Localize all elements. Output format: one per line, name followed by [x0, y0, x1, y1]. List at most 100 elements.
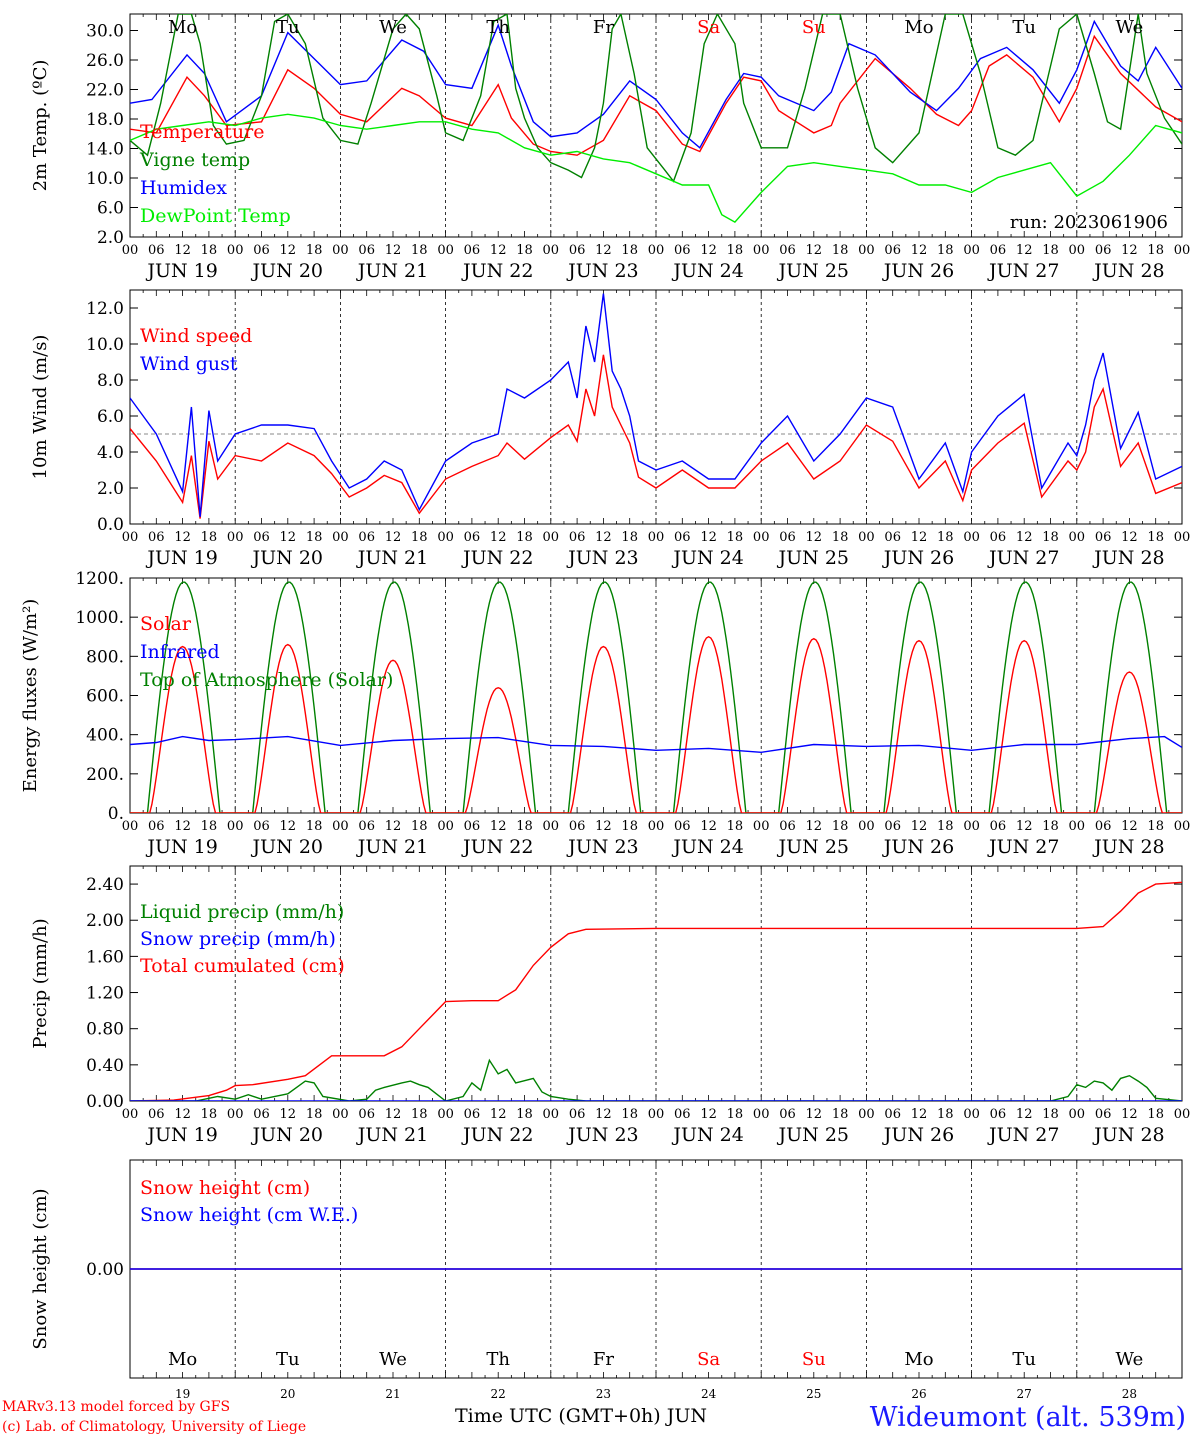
x-day-label: JUN 22: [461, 1124, 533, 1146]
x-hour-label: 18: [1042, 530, 1059, 545]
x-day-label: JUN 23: [566, 260, 638, 282]
x-hour-label: 18: [621, 819, 638, 834]
x-hour-label: 00: [963, 243, 980, 258]
x-hour-label: 18: [201, 243, 218, 258]
legend-entry: Humidex: [140, 177, 227, 199]
x-hour-label: 18: [1147, 1107, 1164, 1122]
x-hour-label: 00: [227, 1107, 244, 1122]
y-tick-label: 30.0: [86, 22, 124, 42]
x-day-label: JUN 20: [251, 260, 323, 282]
y-tick-label: 0.: [108, 804, 124, 824]
x-hour-label: 06: [1095, 819, 1112, 834]
x-day-label: JUN 23: [566, 836, 638, 858]
weekday-label-top: Fr: [593, 17, 614, 38]
x-hour-label: 06: [1095, 530, 1112, 545]
x-hour-label: 00: [437, 1107, 454, 1122]
x-hour-label: 06: [884, 819, 901, 834]
x-hour-label: 00: [963, 530, 980, 545]
x-hour-label: 00: [1069, 819, 1086, 834]
day-number-label: 23: [596, 1387, 611, 1401]
x-hour-label: 12: [700, 530, 717, 545]
y-axis-label: Precip (mm/h): [30, 918, 51, 1048]
series-total-cumulated-cm: [130, 881, 1182, 1101]
y-tick-label: 6.0: [97, 199, 124, 219]
x-day-label: JUN 21: [356, 260, 428, 282]
day-number-label: 22: [491, 1387, 506, 1401]
x-day-label: JUN 23: [566, 547, 638, 569]
x-hour-label: 18: [727, 819, 744, 834]
model-credit: MARv3.13 model forced by GFS: [2, 1399, 231, 1415]
x-hour-label: 00: [437, 243, 454, 258]
x-hour-label: 06: [569, 1107, 586, 1122]
x-hour-label: 00: [858, 530, 875, 545]
x-hour-label: 00: [648, 530, 665, 545]
weekday-label-bottom: Tu: [1012, 1349, 1036, 1370]
x-hour-label: 12: [280, 243, 297, 258]
y-tick-label: 26.0: [86, 51, 124, 71]
x-hour-label: 18: [306, 243, 323, 258]
y-tick-label: 0.00: [86, 1092, 124, 1112]
x-hour-label: 18: [516, 819, 533, 834]
y-tick-label: 8.0: [97, 371, 124, 391]
y-tick-label: 18.0: [86, 110, 124, 130]
x-hour-label: 00: [543, 243, 560, 258]
lab-credit: (c) Lab. of Climatology, University of L…: [2, 1419, 307, 1435]
x-day-label: JUN 20: [251, 836, 323, 858]
x-day-label: JUN 25: [777, 836, 849, 858]
x-hour-label: 06: [674, 530, 691, 545]
x-hour-label: 18: [516, 530, 533, 545]
x-hour-label: 00: [437, 819, 454, 834]
x-day-label: JUN 20: [251, 547, 323, 569]
x-hour-label: 00: [227, 819, 244, 834]
x-hour-label: 00: [963, 819, 980, 834]
x-hour-label: 12: [280, 819, 297, 834]
x-hour-label: 12: [806, 819, 823, 834]
x-hour-label: 00: [1174, 530, 1191, 545]
x-hour-label: 00: [753, 243, 770, 258]
x-day-label: JUN 21: [356, 1124, 428, 1146]
x-hour-label: 12: [490, 819, 507, 834]
x-hour-label: 00: [858, 1107, 875, 1122]
series-wind-gust: [130, 293, 1182, 517]
x-hour-label: 06: [464, 243, 481, 258]
x-hour-label: 12: [806, 243, 823, 258]
x-hour-label: 06: [253, 1107, 270, 1122]
x-hour-label: 12: [280, 1107, 297, 1122]
x-hour-label: 06: [148, 1107, 165, 1122]
x-hour-label: 06: [253, 530, 270, 545]
y-tick-label: 10.0: [86, 335, 124, 355]
day-number-label: 27: [1017, 1387, 1032, 1401]
x-axis-month: JUN: [666, 1405, 708, 1427]
weekday-label-bottom: Fr: [593, 1349, 614, 1370]
x-hour-label: 12: [700, 243, 717, 258]
legend-entry: Temperature: [140, 121, 264, 143]
weekday-label-top: Th: [486, 17, 510, 38]
x-hour-label: 18: [411, 819, 428, 834]
x-hour-label: 18: [306, 1107, 323, 1122]
weekday-label-top: Tu: [276, 17, 300, 38]
y-tick-label: 600.: [86, 687, 124, 707]
x-hour-label: 06: [464, 819, 481, 834]
legend-entry: Vigne temp: [139, 149, 250, 171]
legend-entry: Snow height (cm): [140, 1177, 310, 1199]
x-hour-label: 00: [648, 243, 665, 258]
weekday-label-top: Mo: [168, 17, 197, 38]
series-humidex: [130, 19, 1182, 149]
x-hour-label: 12: [700, 1107, 717, 1122]
x-hour-label: 12: [1016, 1107, 1033, 1122]
y-axis-label: Energy fluxes (W/m²): [20, 599, 41, 793]
x-hour-label: 18: [832, 1107, 849, 1122]
x-hour-label: 06: [779, 530, 796, 545]
x-hour-label: 12: [1016, 530, 1033, 545]
x-hour-label: 18: [832, 819, 849, 834]
x-hour-label: 06: [148, 530, 165, 545]
x-day-label: JUN 24: [671, 260, 743, 282]
x-hour-label: 00: [1069, 243, 1086, 258]
x-day-label: JUN 27: [987, 260, 1059, 282]
y-tick-label: 2.0: [97, 479, 124, 499]
y-tick-label: 1200.: [75, 569, 124, 589]
x-hour-label: 12: [911, 530, 928, 545]
x-axis-title-text: Time UTC (GMT+0h): [455, 1405, 661, 1427]
x-hour-label: 06: [779, 819, 796, 834]
weekday-label-top: Tu: [1012, 17, 1036, 38]
